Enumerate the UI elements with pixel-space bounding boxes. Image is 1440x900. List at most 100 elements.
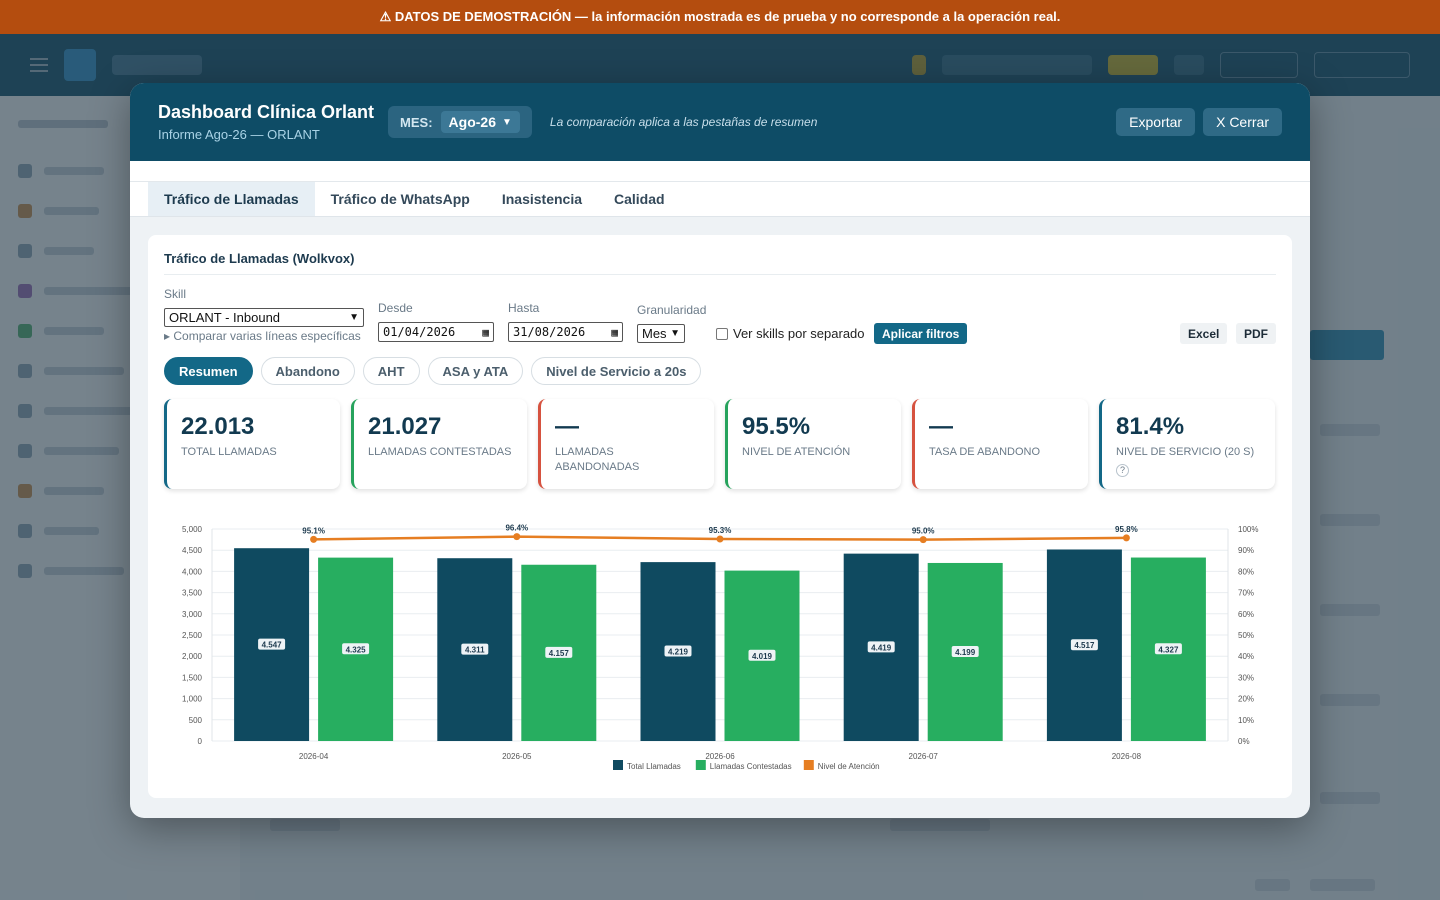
kpi-card-llamadas-abandonadas: — Llamadas abandonadas <box>538 399 714 489</box>
tab-trafico-llamadas[interactable]: Tráfico de Llamadas <box>148 182 315 216</box>
y-tick-label: 2,000 <box>182 652 203 661</box>
close-button[interactable]: X Cerrar <box>1203 108 1282 136</box>
month-select[interactable]: Ago-26 ▼ <box>440 111 520 133</box>
x-tick-label: 2026-04 <box>299 752 329 761</box>
subtab-bar: Resumen Abandono AHT ASA y ATA Nivel de … <box>164 357 1276 385</box>
to-date-input[interactable]: 31/08/2026 ▦ <box>508 322 623 342</box>
checkbox-box[interactable] <box>716 327 728 340</box>
to-label: Hasta <box>508 301 540 315</box>
tab-trafico-whatsapp[interactable]: Tráfico de WhatsApp <box>330 191 470 207</box>
kpi-value: — <box>555 413 579 440</box>
line-point-label: 95.1% <box>302 526 325 535</box>
line-point-label: 95.3% <box>709 526 732 535</box>
legend-label: Llamadas Contestadas <box>710 762 792 771</box>
skill-label: Skill <box>164 287 187 301</box>
data-label-bg <box>461 643 489 655</box>
y2-tick-label: 30% <box>1238 673 1254 682</box>
granularity-select[interactable]: Mes ▼ <box>637 324 685 343</box>
x-tick-label: 2026-07 <box>909 752 939 761</box>
x-tick-label: 2026-05 <box>502 752 532 761</box>
kpi-card-tasa-abandono: — Tasa de abandono <box>912 399 1088 489</box>
data-label-bg <box>951 645 979 657</box>
data-label: 4.311 <box>465 646 485 655</box>
kpi-label: Total llamadas <box>181 446 277 458</box>
data-label-bg <box>1070 639 1098 651</box>
data-label: 4.419 <box>871 643 892 652</box>
data-label-bg <box>748 649 776 661</box>
y2-tick-label: 80% <box>1238 567 1254 576</box>
excel-button[interactable]: Excel <box>1180 323 1228 344</box>
data-label-bg <box>1154 643 1182 655</box>
from-date-input[interactable]: 01/04/2026 ▦ <box>378 322 494 342</box>
apply-filters-button[interactable]: Aplicar filtros <box>874 323 968 344</box>
month-value: Ago-26 <box>448 114 496 130</box>
kpi-label: Nivel de atención <box>742 446 851 458</box>
data-label: 4.157 <box>549 649 570 658</box>
pdf-button[interactable]: PDF <box>1236 323 1276 344</box>
calls-chart: 5,000 4,500 4,000 3,500 3,000 2,500 2,000 1,500… <box>164 509 1276 784</box>
kpi-label: Llamadas contestadas <box>368 446 512 458</box>
export-button[interactable]: Exportar <box>1116 108 1196 136</box>
tab-inasistencia[interactable]: Inasistencia <box>501 191 582 207</box>
comparison-note: La comparación aplica a las pestañas de … <box>549 115 818 129</box>
subtab-asa-ata[interactable]: ASA y ATA <box>427 357 524 385</box>
month-label: MES: <box>400 114 433 130</box>
tab-bar: Tráfico de Llamadas Tráfico de WhatsApp … <box>130 181 1310 217</box>
from-label: Desde <box>378 301 413 315</box>
kpi-label: Llamadas abandonadas <box>555 446 640 473</box>
data-label-bg <box>258 638 286 650</box>
tab-calidad[interactable]: Calidad <box>614 191 665 207</box>
kpi-value: 21.027 <box>368 413 442 440</box>
line-point-label: 95.8% <box>1115 525 1138 534</box>
chevron-down-icon: ▼ <box>349 312 359 323</box>
kpi-card-total-llamadas: 22.013 Total llamadas <box>164 399 340 489</box>
data-label: 4.219 <box>668 648 689 657</box>
line-point-label: 96.4% <box>505 524 528 533</box>
chevron-down-icon: ▼ <box>670 328 680 339</box>
data-label-bg <box>545 646 573 658</box>
legend-swatch <box>803 760 814 770</box>
data-label-bg <box>867 641 895 653</box>
y2-tick-label: 40% <box>1238 652 1254 661</box>
data-label-bg <box>342 643 370 655</box>
kpi-card-llamadas-contestadas: 21.027 Llamadas contestadas <box>351 399 527 489</box>
separate-skills-checkbox[interactable]: Ver skills por separado <box>716 326 865 341</box>
skill-value: ORLANT - Inbound <box>169 310 281 325</box>
y2-tick-label: 60% <box>1238 610 1254 619</box>
y2-tick-label: 20% <box>1238 695 1254 704</box>
kpi-value: 81.4% <box>1116 413 1185 440</box>
panel-title: Tráfico de Llamadas (Wolkvox) <box>164 251 1276 275</box>
kpi-value: — <box>929 413 953 440</box>
calendar-icon: ▦ <box>611 325 618 339</box>
compare-lines-toggle[interactable]: ▸ Comparar varias líneas específicas <box>164 329 361 343</box>
kpi-value: 95.5% <box>742 413 811 440</box>
y-tick-label: 5,000 <box>182 525 203 534</box>
data-label: 4.547 <box>262 641 283 650</box>
kpi-label: Nivel de servicio (20 s) <box>1116 446 1255 458</box>
y2-tick-label: 90% <box>1238 546 1254 555</box>
subtab-nivel-servicio[interactable]: Nivel de Servicio a 20s <box>531 357 702 385</box>
subtab-abandono[interactable]: Abandono <box>260 357 355 385</box>
legend-swatch <box>695 760 706 770</box>
chart-svg: 5,000 4,500 4,000 3,500 3,000 2,500 2,000 1,500… <box>182 524 1259 771</box>
modal-titles: Dashboard Clínica Orlant Informe Ago-26 … <box>158 102 374 142</box>
data-label: 4.327 <box>1158 645 1179 654</box>
calls-panel: Tráfico de Llamadas (Wolkvox) Skill ORLA… <box>148 235 1292 798</box>
data-label: 4.325 <box>346 645 367 654</box>
y-tick-label: 3,000 <box>182 610 203 619</box>
y-tick-label: 500 <box>189 716 203 725</box>
chevron-down-icon: ▼ <box>502 116 512 128</box>
legend-swatch <box>613 760 623 770</box>
line-point <box>1122 534 1130 542</box>
subtab-resumen[interactable]: Resumen <box>164 357 253 385</box>
granularity-value: Mes <box>642 326 667 341</box>
y-tick-label: 3,500 <box>182 589 203 598</box>
demo-banner: ⚠ DATOS DE DEMOSTRACIÓN — la información… <box>0 0 1440 34</box>
y-tick-label: 4,500 <box>182 546 203 555</box>
modal-header: Dashboard Clínica Orlant Informe Ago-26 … <box>130 83 1310 161</box>
help-icon[interactable]: ? <box>1116 463 1129 477</box>
subtab-aht[interactable]: AHT <box>362 357 420 385</box>
skill-select[interactable]: ORLANT - Inbound ▼ <box>164 308 364 327</box>
y-tick-label: 1,500 <box>182 673 203 682</box>
data-label: 4.199 <box>955 648 976 657</box>
